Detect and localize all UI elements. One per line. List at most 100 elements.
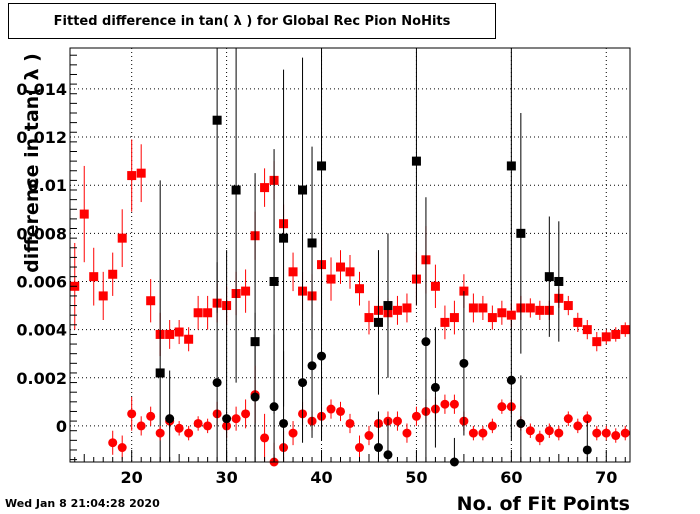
data-point [620, 325, 630, 335]
data-point [373, 443, 383, 453]
data-point [288, 267, 298, 277]
data-point [279, 418, 289, 428]
data-point [174, 423, 184, 433]
data-point [449, 313, 459, 323]
x-tick-label: 70 [595, 468, 617, 487]
title-box: Fitted difference in tan( λ ) for Global… [8, 3, 496, 39]
data-point [127, 409, 137, 419]
x-tick-label: 50 [405, 468, 427, 487]
data-point [440, 317, 450, 327]
data-point [402, 428, 412, 438]
data-point [487, 421, 497, 431]
data-point [184, 428, 194, 438]
data-point [260, 433, 270, 443]
data-point [582, 445, 592, 455]
data-point [98, 291, 108, 301]
y-tick-label: 0.002 [16, 369, 67, 388]
data-point [611, 329, 621, 339]
data-point [620, 428, 630, 438]
data-point [184, 334, 194, 344]
data-point [392, 416, 402, 426]
chart-title: Fitted difference in tan( λ ) for Global… [53, 14, 451, 29]
data-point [487, 313, 497, 323]
data-point [383, 301, 393, 311]
data-point [336, 262, 346, 272]
data-point [203, 308, 213, 318]
series [70, 139, 630, 357]
y-tick-label: 0.006 [16, 272, 67, 291]
data-point [354, 284, 364, 294]
data-point [336, 406, 346, 416]
data-point [269, 402, 279, 412]
data-point [146, 411, 156, 421]
data-point [307, 238, 317, 248]
data-point [288, 428, 298, 438]
data-point [592, 428, 602, 438]
data-point [544, 426, 554, 436]
data-point [430, 281, 440, 291]
data-point [364, 431, 374, 441]
data-point [193, 418, 203, 428]
data-point [392, 305, 402, 315]
data-point [563, 301, 573, 311]
data-point [354, 443, 364, 453]
data-point [506, 161, 516, 171]
y-tick-label: 0.004 [16, 321, 67, 340]
data-point [506, 310, 516, 320]
data-point [241, 409, 251, 419]
data-point [497, 308, 507, 318]
data-point [573, 317, 583, 327]
data-point [326, 274, 336, 284]
data-point [231, 185, 241, 195]
data-point [117, 233, 127, 243]
y-tick-label: 0 [56, 417, 67, 436]
data-point [411, 156, 421, 166]
y-axis-label: difference in tan( λ ) [21, 53, 43, 273]
data-point [345, 418, 355, 428]
data-point [136, 168, 146, 178]
data-point [155, 428, 165, 438]
data-point [193, 308, 203, 318]
data-point [430, 382, 440, 392]
data-point [535, 305, 545, 315]
data-point [117, 443, 127, 453]
data-point [554, 276, 564, 286]
data-point [222, 414, 232, 424]
data-point [241, 286, 251, 296]
data-point [506, 375, 516, 385]
data-point [468, 428, 478, 438]
series [165, 197, 592, 467]
data-point [554, 428, 564, 438]
data-point [601, 332, 611, 342]
data-point [326, 404, 336, 414]
timestamp: Wed Jan 8 21:04:28 2020 [5, 497, 160, 510]
data-point [146, 296, 156, 306]
data-point [279, 233, 289, 243]
data-point [383, 450, 393, 460]
data-point [260, 183, 270, 193]
data-point [601, 428, 611, 438]
data-point [136, 421, 146, 431]
data-point [563, 414, 573, 424]
y-tick-label: 0.012 [16, 128, 67, 147]
data-point [165, 414, 175, 424]
data-series [70, 48, 630, 467]
data-point [592, 337, 602, 347]
data-point [411, 411, 421, 421]
data-point [108, 269, 118, 279]
data-point [449, 399, 459, 409]
data-point [79, 209, 89, 219]
data-point [573, 421, 583, 431]
data-point [203, 421, 213, 431]
data-point [212, 378, 222, 388]
data-point [468, 303, 478, 313]
data-point [212, 115, 222, 125]
x-tick-label: 60 [500, 468, 522, 487]
data-point [127, 171, 137, 181]
data-point [478, 303, 488, 313]
data-point [155, 368, 165, 378]
data-point [497, 402, 507, 412]
data-point [516, 418, 526, 428]
data-point [402, 303, 412, 313]
data-point [525, 303, 535, 313]
